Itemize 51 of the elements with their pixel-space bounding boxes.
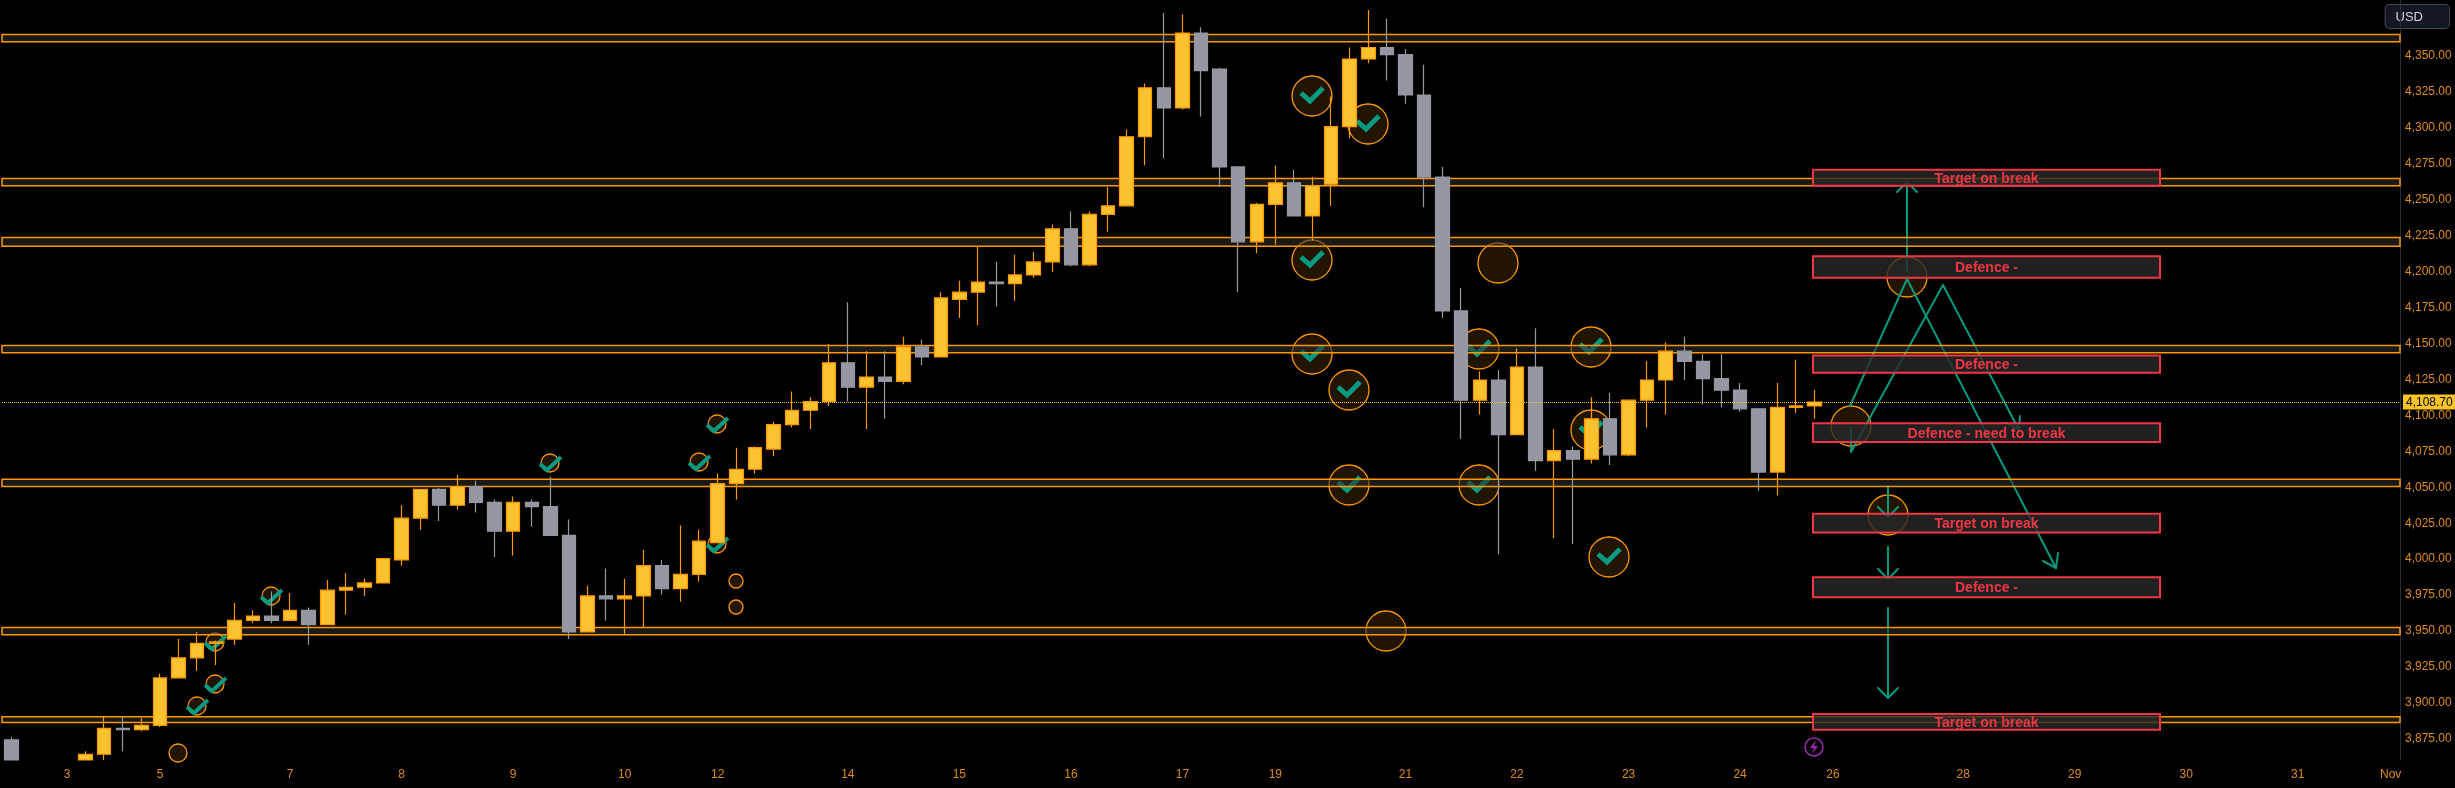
x-tick-label: 7 [286,767,294,781]
x-tick-label: 26 [1826,767,1841,781]
x-tick-label: 12 [711,767,725,781]
band-label: Target on break [1934,169,2039,186]
y-tick-label: 3,900.00 [2405,695,2453,710]
y-tick-label: 4,025.00 [2405,515,2453,530]
y-tick-label: 4,200.00 [2405,263,2453,278]
ref-line-label: 4,108.70 [2406,395,2454,410]
x-tick-label: Nov [2380,767,2402,781]
x-tick-label: 15 [952,767,967,781]
x-tick-label: 31 [2291,767,2305,781]
x-tick-label: 3 [63,767,71,781]
band-label: Target on break [1934,515,2039,532]
y-tick-label: 4,075.00 [2405,443,2453,458]
band-label: Defence - [1954,259,2019,276]
x-tick-label: 30 [2179,767,2194,781]
y-tick-label: 3,950.00 [2405,623,2453,638]
x-tick-label: 9 [509,767,517,781]
x-tick-label: 22 [1510,767,1525,781]
y-tick-label: 3,875.00 [2405,731,2453,746]
x-tick-label: 10 [618,767,632,781]
x-tick-label: 5 [156,767,164,781]
band-label: Defence - need to break [1907,424,2066,441]
y-tick-label: 4,000.00 [2405,551,2453,566]
y-tick-label: 4,175.00 [2405,299,2453,314]
band-label: Target on break [1934,713,2039,730]
y-tick-label: 4,350.00 [2405,47,2453,62]
x-tick-label: 16 [1064,767,1078,781]
y-tick-label: 4,150.00 [2405,335,2453,350]
y-tick-label: 4,225.00 [2405,227,2453,242]
y-tick-label: 3,925.00 [2405,659,2453,674]
x-tick-label: 23 [1621,767,1636,781]
band-label: Defence - [1954,579,2019,596]
y-tick-label: 4,250.00 [2405,191,2453,206]
band-label: Defence - [1954,356,2019,373]
x-tick-label: 24 [1733,767,1748,781]
y-tick-label: 4,125.00 [2405,371,2453,386]
x-tick-label: 21 [1398,767,1413,781]
x-tick-label: 29 [2068,767,2082,781]
y-tick-label: 4,325.00 [2405,83,2453,98]
y-tick-label: 4,300.00 [2405,119,2453,134]
y-tick-label: 4,100.00 [2405,407,2453,422]
x-tick-label: 8 [398,767,406,781]
y-tick-label: 4,275.00 [2405,155,2453,170]
x-tick-label: 28 [1956,767,1971,781]
x-tick-label: 19 [1268,767,1283,781]
y-tick-label: 4,050.00 [2405,479,2453,494]
x-tick-label: 14 [841,767,855,781]
x-tick-label: 17 [1175,767,1190,781]
y-axis-title: USD [2395,9,2424,24]
y-tick-label: 3,975.00 [2405,587,2453,602]
